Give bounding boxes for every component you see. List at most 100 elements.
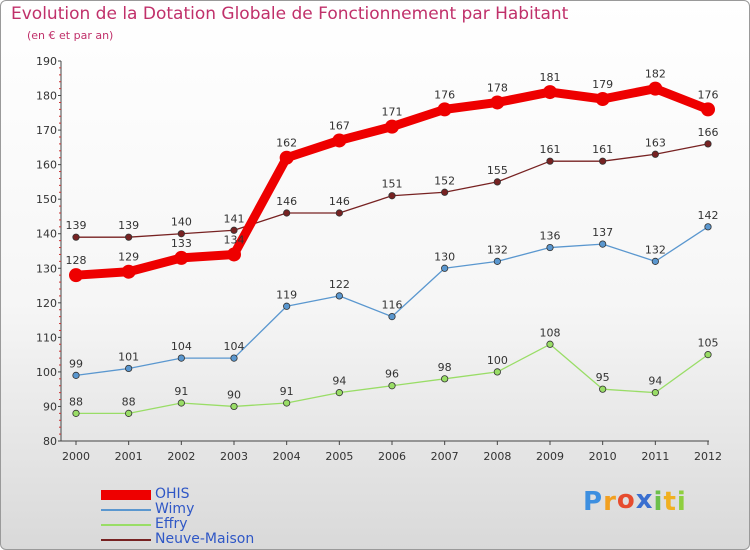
data-point-neuve-maison [177,230,185,238]
x-tick-label: 2011 [641,450,669,463]
data-label-effry: 95 [596,371,610,384]
data-label-wimy: 104 [224,340,245,353]
data-label-ohis: 179 [592,78,613,91]
data-point-neuve-maison [493,178,501,186]
data-label-effry: 98 [438,361,452,374]
data-label-wimy: 101 [118,350,139,363]
data-label-ohis: 171 [382,106,403,119]
x-tick-label: 2001 [115,450,143,463]
data-point-wimy [177,354,185,362]
legend-label-ohis: OHIS [155,486,190,502]
data-point-ohis [279,150,294,165]
data-point-effry [704,351,712,359]
y-tick-label: 180 [36,90,57,103]
data-label-neuve-maison: 146 [329,195,350,208]
data-label-neuve-maison: 161 [592,143,613,156]
logo-letter: i [676,487,687,517]
data-label-neuve-maison: 139 [66,219,87,232]
data-label-ohis: 133 [171,237,192,250]
data-point-effry [283,399,291,407]
data-point-effry [388,382,396,390]
data-point-wimy [651,257,659,265]
data-label-ohis: 181 [540,71,561,84]
data-label-neuve-maison: 139 [118,219,139,232]
x-tick-label: 2008 [483,450,511,463]
data-label-neuve-maison: 146 [276,195,297,208]
data-label-neuve-maison: 141 [224,212,245,225]
x-tick-label: 2004 [273,450,301,463]
data-point-ohis [227,247,241,262]
data-point-ohis [332,133,347,148]
axes: 80 90 100 110 120 130 140 150 160 170 180 190 2000 20… [36,55,722,463]
proxiti-logo: Proxiti [583,485,687,517]
data-label-effry: 108 [540,326,561,339]
data-point-ohis [69,268,83,283]
y-tick-label: 130 [36,262,57,275]
y-tick-label: 140 [36,228,57,241]
data-point-neuve-maison [335,209,343,217]
x-tick-label: 2009 [536,450,564,463]
data-point-neuve-maison [441,188,449,196]
data-point-wimy [599,240,607,248]
data-point-wimy [388,313,396,321]
data-point-wimy [546,243,554,252]
data-label-ohis: 162 [276,137,297,150]
data-point-neuve-maison [125,233,133,241]
legend-swatch-ohis [101,490,151,500]
chart-title: Evolution de la Dotation Globale de Fonc… [11,4,569,24]
data-label-effry: 100 [487,354,508,367]
data-point-effry [599,385,607,393]
data-point-ohis [437,102,452,117]
y-tick-label: 170 [36,124,57,137]
x-tick-label: 2003 [220,450,248,463]
data-point-effry [177,399,185,407]
x-tick-label: 2006 [378,450,406,463]
legend-swatch-neuve-maison [101,539,151,541]
data-label-wimy: 137 [592,226,613,239]
chart-subtitle: (en € et par an) [27,29,114,42]
logo-letter: P [583,487,604,517]
y-tick-label: 190 [36,55,57,68]
data-point-ohis [385,119,399,134]
data-point-wimy [283,302,291,310]
data-point-neuve-maison [546,157,554,165]
data-point-effry [546,340,554,348]
data-point-effry [335,389,343,397]
x-tick-label: 2005 [325,450,353,463]
data-label-effry: 94 [332,375,346,388]
y-tick-label: 90 [43,400,57,413]
data-label-ohis: 176 [434,88,455,101]
data-label-neuve-maison: 140 [171,216,192,229]
data-point-neuve-maison [651,150,659,158]
data-point-neuve-maison [704,140,712,148]
data-label-effry: 96 [385,368,399,381]
data-point-effry [72,409,80,417]
data-point-ohis [490,95,505,110]
data-label-effry: 88 [69,395,83,408]
legend-label-effry: Effry [155,516,188,532]
data-label-wimy: 99 [69,357,83,370]
data-point-wimy [704,223,712,231]
data-point-effry [230,402,238,411]
data-point-neuve-maison [72,233,80,241]
y-tick-label: 100 [36,366,57,379]
data-label-wimy: 122 [329,278,350,291]
data-point-wimy [441,264,449,272]
data-label-neuve-maison: 163 [645,136,666,149]
value-labels: 128 129 133 134 162 167 171 176 178 181 179 182 176 9… [66,68,719,409]
legend-label-neuve-maison: Neuve-Maison [155,531,255,547]
data-point-ohis [121,264,136,279]
legend-swatch-effry [101,524,151,526]
logo-letter: t [663,487,677,517]
data-point-ohis [701,102,715,117]
x-tick-label: 2010 [589,450,617,463]
data-label-ohis: 128 [66,254,87,267]
data-point-effry [651,389,659,397]
legend-label-wimy: Wimy [155,501,195,517]
data-label-wimy: 116 [382,299,403,312]
y-tick-label: 80 [43,435,57,448]
data-point-effry [441,375,449,383]
data-label-ohis: 178 [487,81,508,94]
data-label-ohis: 129 [118,251,139,264]
